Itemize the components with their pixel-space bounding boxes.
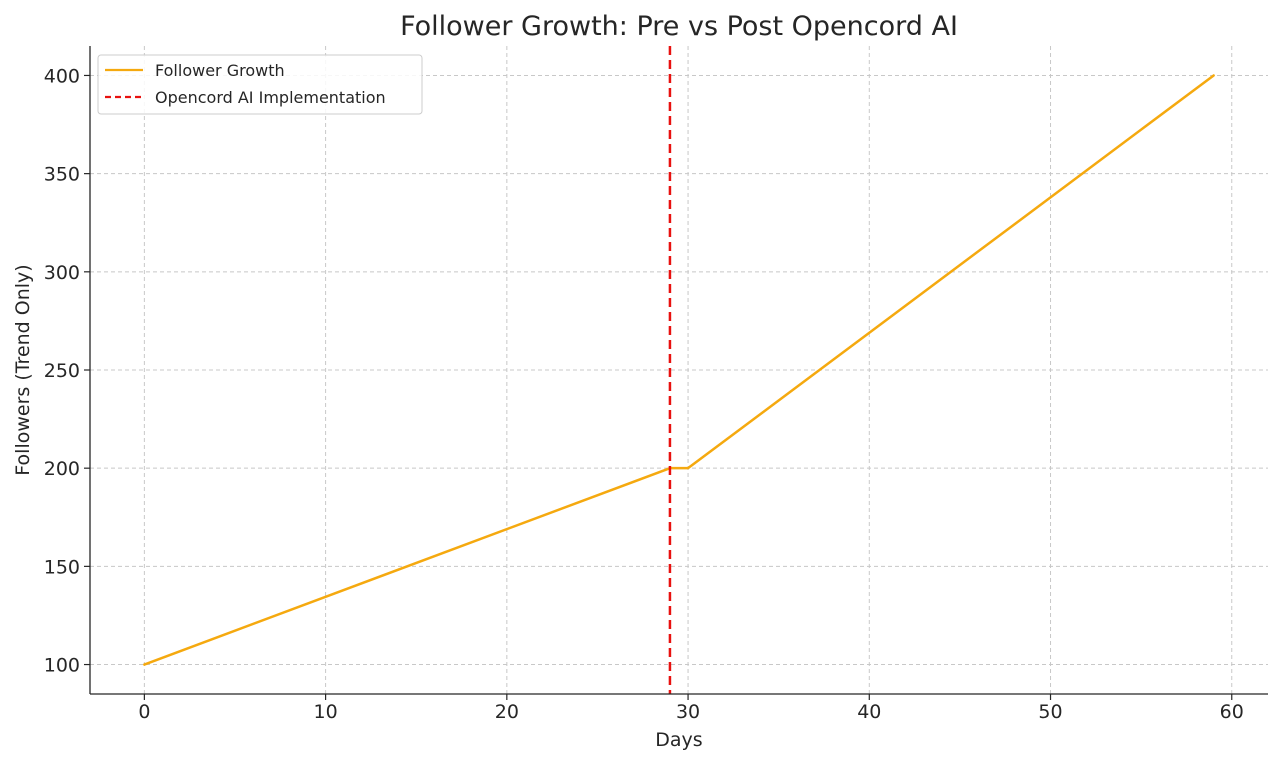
y-tick-label: 100 bbox=[44, 655, 80, 677]
y-axis-label: Followers (Trend Only) bbox=[12, 264, 34, 475]
x-tick-label: 50 bbox=[1038, 701, 1062, 723]
y-tick-label: 400 bbox=[44, 65, 80, 87]
y-tick-label: 250 bbox=[44, 360, 80, 382]
x-tick-label: 60 bbox=[1220, 701, 1244, 723]
x-tick-label: 40 bbox=[857, 701, 881, 723]
x-axis-label: Days bbox=[655, 729, 702, 751]
y-tick-label: 150 bbox=[44, 556, 80, 578]
x-tick-label: 30 bbox=[676, 701, 700, 723]
x-tick-label: 0 bbox=[138, 701, 150, 723]
legend-label-follower-growth: Follower Growth bbox=[155, 61, 285, 80]
x-tick-label: 20 bbox=[495, 701, 519, 723]
y-tick-label: 200 bbox=[44, 458, 80, 480]
grid-lines bbox=[90, 46, 1268, 694]
axis-ticks: 0 10 20 30 40 50 60 100 150 200 250 300 350 400 bbox=[44, 65, 1244, 723]
legend-box bbox=[97, 54, 423, 115]
y-tick-label: 350 bbox=[44, 164, 80, 186]
x-tick-label: 10 bbox=[314, 701, 338, 723]
legend: Follower Growth Opencord AI Implementati… bbox=[97, 54, 423, 115]
plot-area bbox=[143, 46, 1215, 694]
y-tick-label: 300 bbox=[44, 262, 80, 284]
series-line-follower-growth bbox=[143, 74, 1215, 666]
chart-title: Follower Growth: Pre vs Post Opencord AI bbox=[400, 11, 958, 42]
legend-label-opencord-ai-implementation: Opencord AI Implementation bbox=[155, 88, 386, 107]
